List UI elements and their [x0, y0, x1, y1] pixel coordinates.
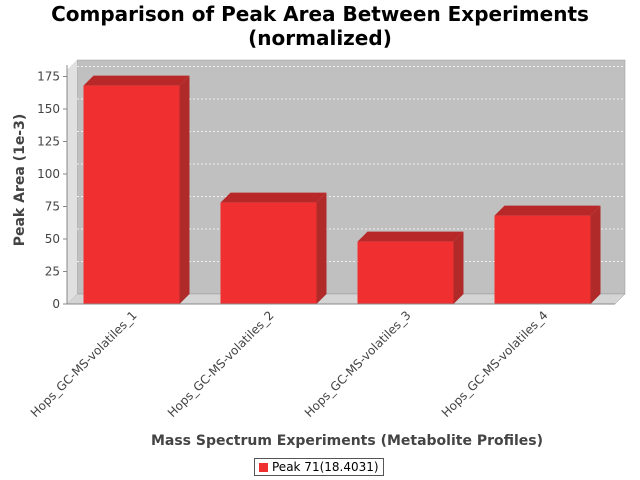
- y-tick-label: 175: [37, 70, 60, 84]
- y-tick-label: 150: [37, 102, 60, 116]
- plot-side-wall: [67, 60, 77, 304]
- y-tick-label: 25: [45, 265, 60, 279]
- bar-side: [179, 75, 190, 304]
- y-axis: 0 25 50 75 100 125 150 175: [37, 65, 68, 311]
- bar: [494, 205, 601, 304]
- bar-front: [357, 241, 454, 304]
- x-tick-label: Hops_GC-MS-volatiles_1: [28, 308, 140, 420]
- bar-front: [494, 215, 591, 304]
- x-axis-label: Mass Spectrum Experiments (Metabolite Pr…: [151, 433, 543, 449]
- bar: [83, 75, 190, 304]
- bars: [83, 75, 601, 304]
- bar-top: [494, 205, 601, 216]
- bar-side: [316, 192, 327, 304]
- legend-label: Peak 71(18.4031): [272, 460, 379, 474]
- chart-title-line-1: Comparison of Peak Area Between Experime…: [51, 2, 589, 26]
- bar: [357, 231, 464, 304]
- bar-top: [220, 192, 327, 203]
- y-axis-label: Peak Area (1e-3): [12, 114, 28, 247]
- x-tick-label: Hops_GC-MS-volatiles_3: [302, 308, 414, 420]
- x-tick-label: Hops_GC-MS-volatiles_4: [439, 308, 551, 420]
- bar-front: [83, 85, 180, 304]
- y-tick-label: 100: [37, 167, 60, 181]
- legend-swatch: [259, 462, 268, 472]
- chart-title-line-2: (normalized): [248, 26, 392, 50]
- y-tick-label: 0: [52, 297, 60, 311]
- y-tick-label: 50: [45, 232, 60, 246]
- bar-top: [83, 75, 190, 86]
- chart-title: Comparison of Peak Area Between Experime…: [0, 2, 640, 50]
- x-tick-label: Hops_GC-MS-volatiles_2: [165, 308, 277, 420]
- bar-top: [357, 231, 464, 242]
- y-tick-label: 125: [37, 135, 60, 149]
- bar-side: [453, 231, 464, 304]
- x-axis: Hops_GC-MS-volatiles_1 Hops_GC-MS-volatil…: [28, 303, 615, 420]
- legend: Peak 71(18.4031): [254, 458, 384, 476]
- bar: [220, 192, 327, 304]
- bar-side: [590, 205, 601, 304]
- bar-front: [220, 202, 317, 304]
- y-tick-label: 75: [45, 200, 60, 214]
